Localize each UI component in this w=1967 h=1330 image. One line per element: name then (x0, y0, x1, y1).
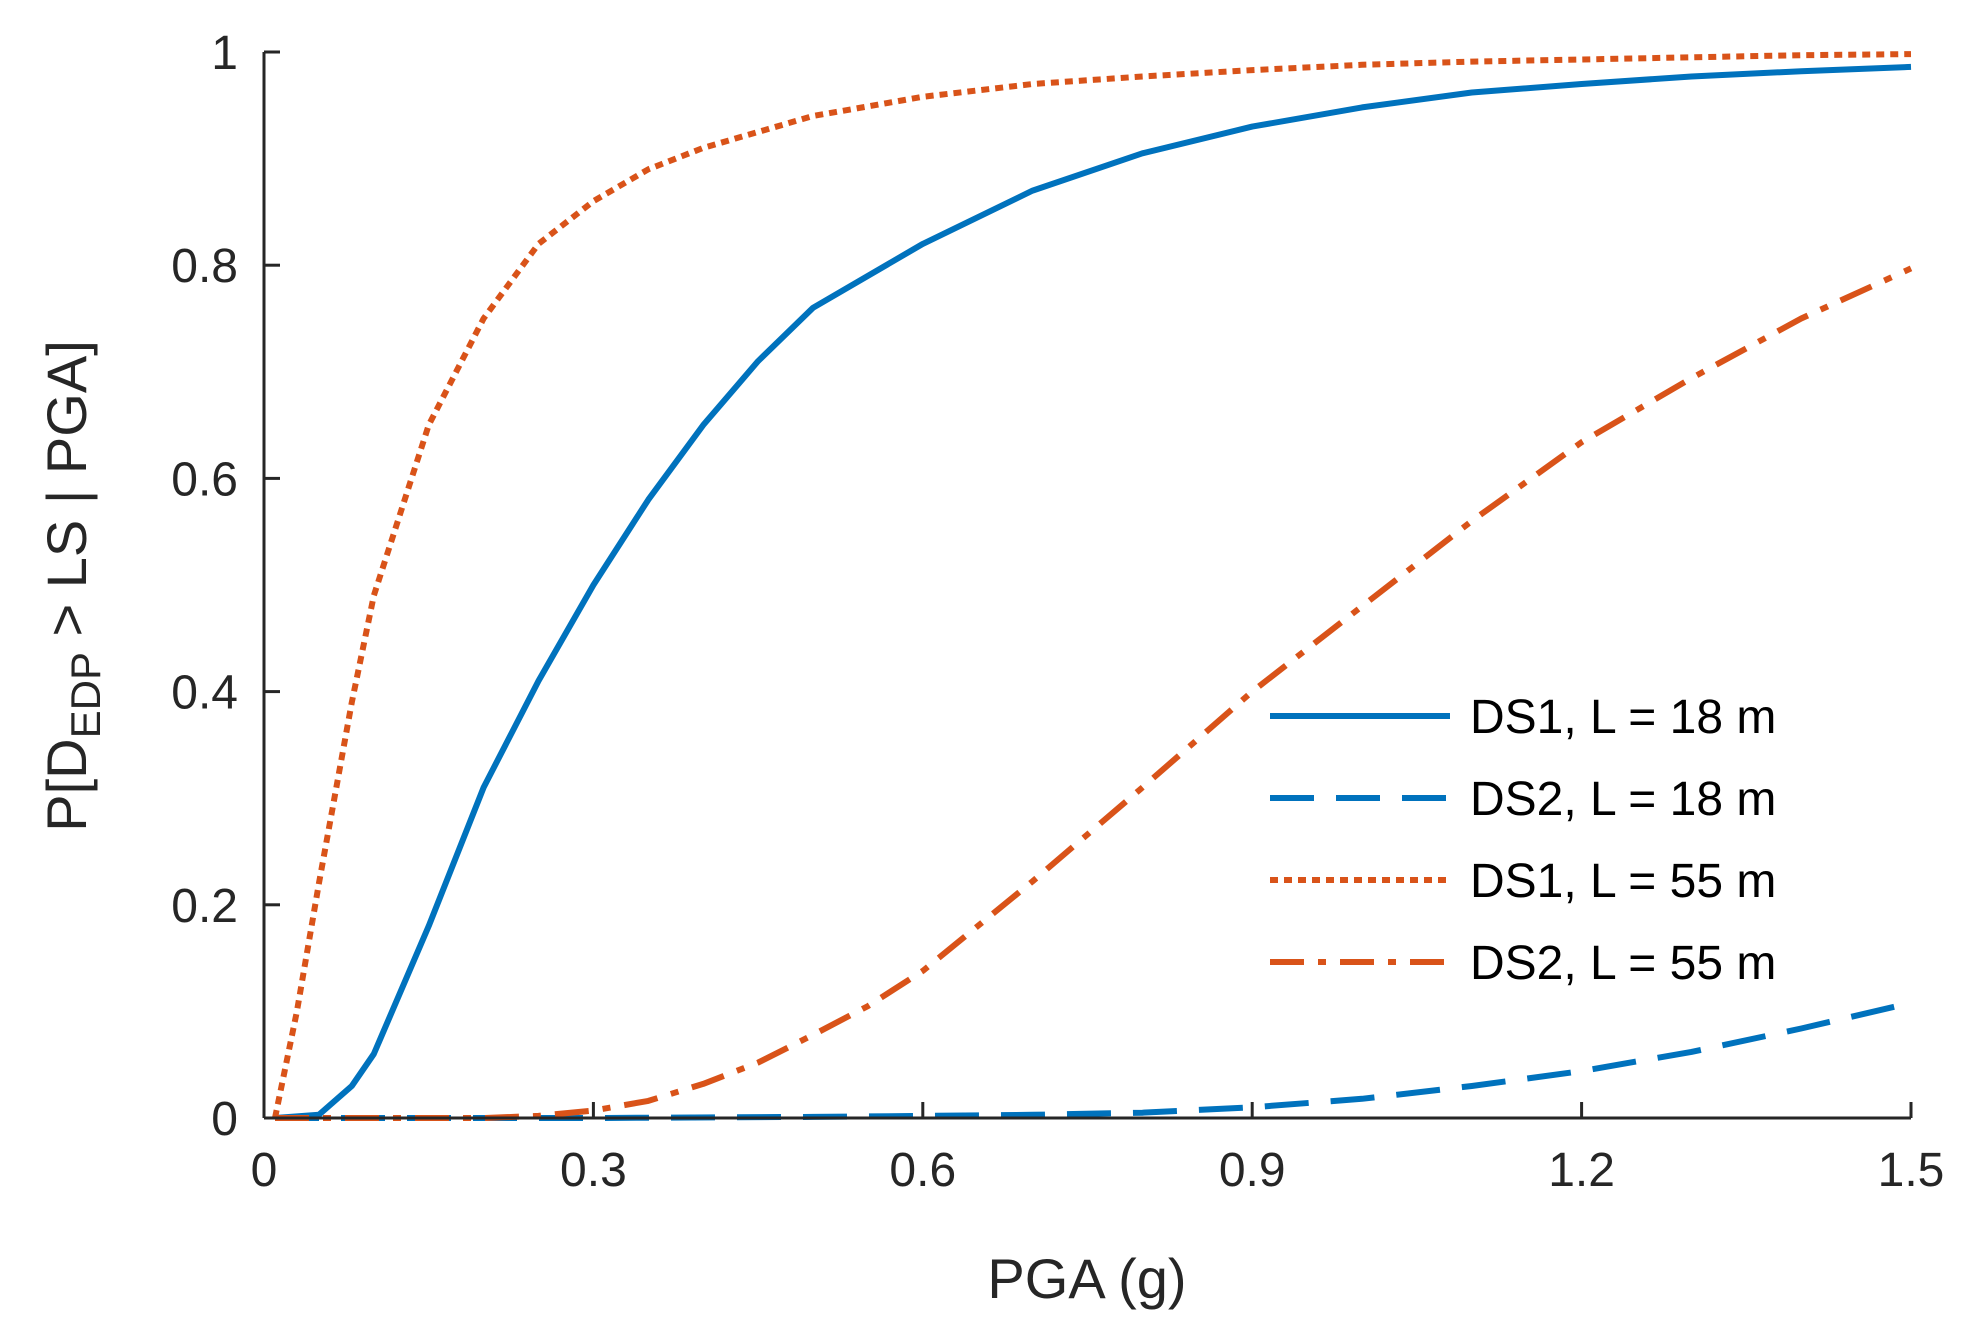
y-tick-label: 0.4 (171, 667, 238, 720)
y-tick-label: 0 (211, 1093, 238, 1146)
y-tick-label: 0.8 (171, 240, 238, 293)
x-tick-label: 1.5 (1878, 1144, 1945, 1197)
y-axis-title-subscript: EDP (62, 652, 109, 738)
y-tick-label: 1 (211, 27, 238, 80)
series-ds1-l-18-m (274, 63, 1912, 1121)
y-ticks: 0 0.2 0.4 0.6 0.8 1 (171, 27, 280, 1146)
legend-label: DS1, L = 18 m (1470, 691, 1776, 744)
series-ds1-l-55-m (272, 51, 1912, 1119)
y-tick-label: 0.2 (171, 880, 238, 933)
plot-area: 0 0.3 0.6 0.9 1.2 1.5 0 0.2 0.4 0.6 0.8 1 (171, 27, 1944, 1197)
x-tick-label: 0 (251, 1144, 278, 1197)
x-tick-label: 0.6 (889, 1144, 956, 1197)
y-axis-title-prefix: P[D (35, 738, 98, 831)
x-ticks: 0 0.3 0.6 0.9 1.2 1.5 (251, 1102, 1945, 1197)
series-ds2-l-55-m (275, 265, 1913, 1121)
y-axis-title-suffix: > LS | PGA] (35, 340, 98, 652)
x-tick-label: 0.9 (1219, 1144, 1286, 1197)
legend: DS1, L = 18 m DS2, L = 18 m DS1, L = 55 m D… (1270, 691, 1776, 990)
x-tick-label: 1.2 (1548, 1144, 1615, 1197)
series-ds2-l-18-m (275, 999, 1912, 1121)
y-axis-title: P[DEDP > LS | PGA] (35, 340, 109, 832)
legend-label: DS1, L = 55 m (1470, 855, 1776, 908)
legend-label: DS2, L = 55 m (1470, 937, 1776, 990)
y-tick-label: 0.6 (171, 453, 238, 506)
x-tick-label: 0.3 (560, 1144, 627, 1197)
legend-label: DS2, L = 18 m (1470, 773, 1776, 826)
x-axis-title: PGA (g) (987, 1247, 1186, 1310)
